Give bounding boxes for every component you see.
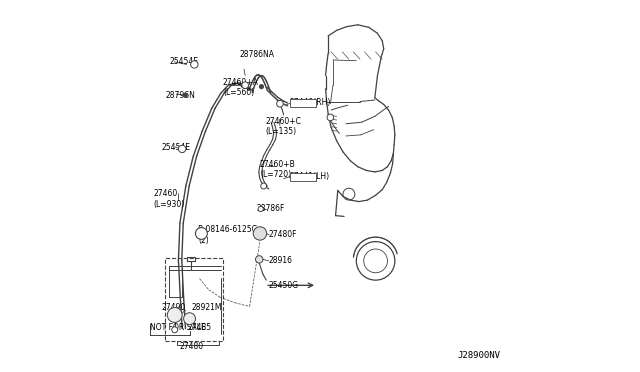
Text: 27440(RH): 27440(RH) (290, 98, 331, 107)
Circle shape (241, 83, 245, 87)
Circle shape (195, 228, 207, 239)
Text: 27480: 27480 (180, 341, 204, 350)
Bar (165, 257, 223, 341)
Text: B 08146-6125G
(2): B 08146-6125G (2) (198, 225, 258, 245)
Bar (290, 173, 316, 181)
Text: 27460+A
(L=560): 27460+A (L=560) (223, 78, 259, 97)
Circle shape (253, 227, 267, 240)
Text: B: B (199, 231, 204, 236)
Circle shape (259, 84, 264, 89)
Text: J28900NV: J28900NV (458, 351, 501, 360)
Text: 27485: 27485 (188, 323, 211, 332)
Circle shape (258, 206, 263, 212)
Text: 27441(LH): 27441(LH) (290, 172, 330, 181)
Text: 28796N: 28796N (165, 91, 195, 100)
Text: 28921M: 28921M (191, 303, 221, 312)
Text: 28786NA: 28786NA (239, 50, 274, 59)
Text: 27460+C
(L=135): 27460+C (L=135) (265, 117, 301, 137)
Text: NOT FOR SALE: NOT FOR SALE (150, 323, 205, 332)
Text: 28916: 28916 (269, 256, 293, 265)
Text: 27490: 27490 (161, 303, 186, 312)
Text: 25454E: 25454E (170, 57, 199, 66)
Text: 25450G: 25450G (269, 281, 299, 290)
Circle shape (255, 256, 263, 263)
Circle shape (242, 82, 248, 89)
Circle shape (260, 183, 267, 189)
Text: 27460+B
(L=720): 27460+B (L=720) (260, 160, 296, 179)
Circle shape (276, 100, 284, 107)
Text: 25454E: 25454E (161, 142, 190, 151)
Circle shape (327, 114, 333, 121)
Bar (290, 99, 316, 108)
Circle shape (179, 145, 186, 153)
Circle shape (184, 313, 195, 325)
Circle shape (183, 93, 188, 97)
Text: 28786F: 28786F (256, 205, 285, 214)
Circle shape (191, 61, 198, 68)
Text: 27480F: 27480F (269, 230, 298, 240)
Text: 27460
(L=930): 27460 (L=930) (153, 189, 184, 209)
Circle shape (172, 327, 178, 333)
Circle shape (167, 308, 182, 323)
